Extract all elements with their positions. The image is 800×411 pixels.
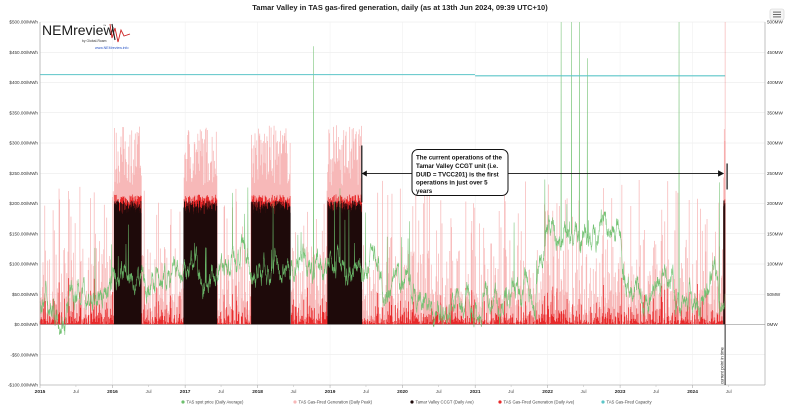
x-month-label: Jul — [581, 389, 587, 394]
y-tick-label-right: 350MW — [767, 110, 783, 115]
ccgt-block — [183, 200, 218, 325]
grid-lines — [39, 21, 765, 386]
y-tick-label-left: -$100.00/MWh — [8, 383, 39, 388]
y-tick-label-right: 0MW — [767, 322, 778, 327]
x-month-label: Jul — [146, 389, 152, 394]
y-tick-label-left: $450.00/MWh — [9, 50, 38, 55]
x-year-label: 2020 — [397, 389, 408, 395]
legend-item[interactable]: TAS spot price (Daily Average) — [181, 400, 244, 405]
x-year-label: 2022 — [542, 389, 553, 395]
x-month-label: Jul — [653, 389, 659, 394]
y-tick-label-left: $200.00/MWh — [9, 201, 38, 206]
x-year-label: 2018 — [252, 389, 263, 395]
y-tick-label-left: $50.00/MWh — [12, 292, 38, 297]
annotation-text-line: operations in just over 5 — [416, 180, 488, 187]
legend-item[interactable]: TAS Gas-Fired Capacity — [601, 400, 652, 405]
x-year-label: 2023 — [615, 389, 626, 395]
y-tick-label-left: $400.00/MWh — [9, 80, 38, 85]
y-tick-label-right: 200MW — [767, 201, 783, 206]
x-year-label: 2019 — [325, 389, 336, 395]
annotation-arrowhead-left — [361, 170, 367, 177]
annotation-box — [411, 148, 509, 196]
legend-marker — [601, 400, 605, 404]
y-tick-label-left: $250.00/MWh — [9, 171, 38, 176]
annotation-text-line: The current operations of the — [416, 154, 503, 161]
y-axis-right-labels: 0MW 50MW 100MW 150MW 200MW 250MW 300MW 350MW 400… — [767, 20, 783, 328]
y-tick-label-right: 450MW — [767, 50, 783, 55]
x-month-label: Jul — [291, 389, 297, 394]
x-month-label: Jul — [726, 389, 732, 394]
x-month-label: Jul — [363, 389, 369, 394]
y-tick-label-left: $100.00/MWh — [9, 262, 38, 267]
ccgt-block — [251, 200, 291, 325]
x-axis-labels: 2015 Jul 2016 Jul 2017 Jul 2018 Jul 2019 Jul 2020 J… — [35, 385, 732, 395]
nemreview-logo: NEMreview ™ by Global-Roam www.NEMreview… — [42, 22, 131, 50]
x-year-label: 2024 — [687, 389, 698, 395]
y-tick-label-left: -$50.00/MWh — [10, 352, 38, 357]
legend-label: Tamar Valley CCGT (Daily Ave) — [416, 400, 475, 405]
annotation-text-line: DUID = TVCC201) is the first — [416, 171, 499, 178]
spot-price-line — [39, 21, 726, 335]
annotation-text-line: Tamar Valley CCGT unit (i.e. — [416, 163, 498, 170]
logo-byline: by Global-Roam — [82, 39, 107, 43]
legend-label: TAS Gas-Fired Generation (Daily Ave) — [504, 400, 575, 405]
series-spot-price — [39, 21, 726, 335]
x-year-label: 2021 — [470, 389, 481, 395]
legend-marker — [410, 400, 414, 404]
x-year-label: 2017 — [180, 389, 191, 395]
x-month-label: Jul — [73, 389, 79, 394]
y-tick-label-left: $300.00/MWh — [9, 141, 38, 146]
annotation-text-line: years — [416, 188, 433, 195]
y-tick-label-right: 250MW — [767, 171, 783, 176]
chart-title: Tamar Valley in TAS gas-fired generation… — [252, 3, 548, 12]
current-point-label: current point in time — [720, 347, 725, 384]
series-capacity — [40, 74, 726, 77]
y-tick-label-right: 300MW — [767, 141, 783, 146]
x-month-label: Jul — [218, 389, 224, 394]
x-month-label: Jul — [436, 389, 442, 394]
legend-item[interactable]: Tamar Valley CCGT (Daily Ave) — [410, 400, 474, 405]
menu-icon — [773, 11, 781, 18]
legend-item[interactable]: TAS Gas-Fired Generation (Daily Peak) — [293, 400, 373, 405]
logo-url[interactable]: www.NEMreview.info — [95, 46, 129, 50]
legend-marker — [293, 400, 297, 404]
legend-label: TAS spot price (Daily Average) — [187, 400, 244, 405]
legend-label: TAS Gas-Fired Generation (Daily Peak) — [299, 400, 373, 405]
legend: TAS spot price (Daily Average) TAS Gas-Fi… — [181, 400, 652, 405]
annotation-arrowhead-right — [718, 170, 725, 177]
y-tick-label-right: 400MW — [767, 80, 783, 85]
logo-wordmark: NEMreview — [42, 22, 114, 38]
y-tick-label-left: $350.00/MWh — [9, 110, 38, 115]
legend-item[interactable]: TAS Gas-Fired Generation (Daily Ave) — [498, 400, 575, 405]
y-tick-label-right: 50MW — [767, 292, 781, 297]
legend-marker — [498, 400, 502, 404]
y-tick-label-right: 100MW — [767, 262, 783, 267]
y-tick-label-right: 500MW — [767, 20, 783, 25]
y-tick-label-right: 150MW — [767, 231, 783, 236]
legend-marker — [181, 400, 185, 404]
x-year-label: 2016 — [107, 389, 118, 395]
logo-tm: ™ — [103, 24, 106, 28]
y-tick-label-left: $500.00/MWh — [9, 20, 38, 25]
y-axis-left-labels: -$100.00/MWh -$50.00/MWh $0.00/MWh $50.00/M… — [8, 20, 39, 388]
y-tick-label-left: $0.00/MWh — [15, 322, 39, 327]
annotation: The current operations of the Tamar Valle… — [361, 145, 728, 203]
chart-menu-button[interactable] — [769, 8, 785, 21]
legend-label: TAS Gas-Fired Capacity — [607, 400, 653, 405]
y-tick-label-left: $150.00/MWh — [9, 231, 38, 236]
x-year-label: 2015 — [35, 389, 46, 395]
x-month-label: Jul — [508, 389, 514, 394]
